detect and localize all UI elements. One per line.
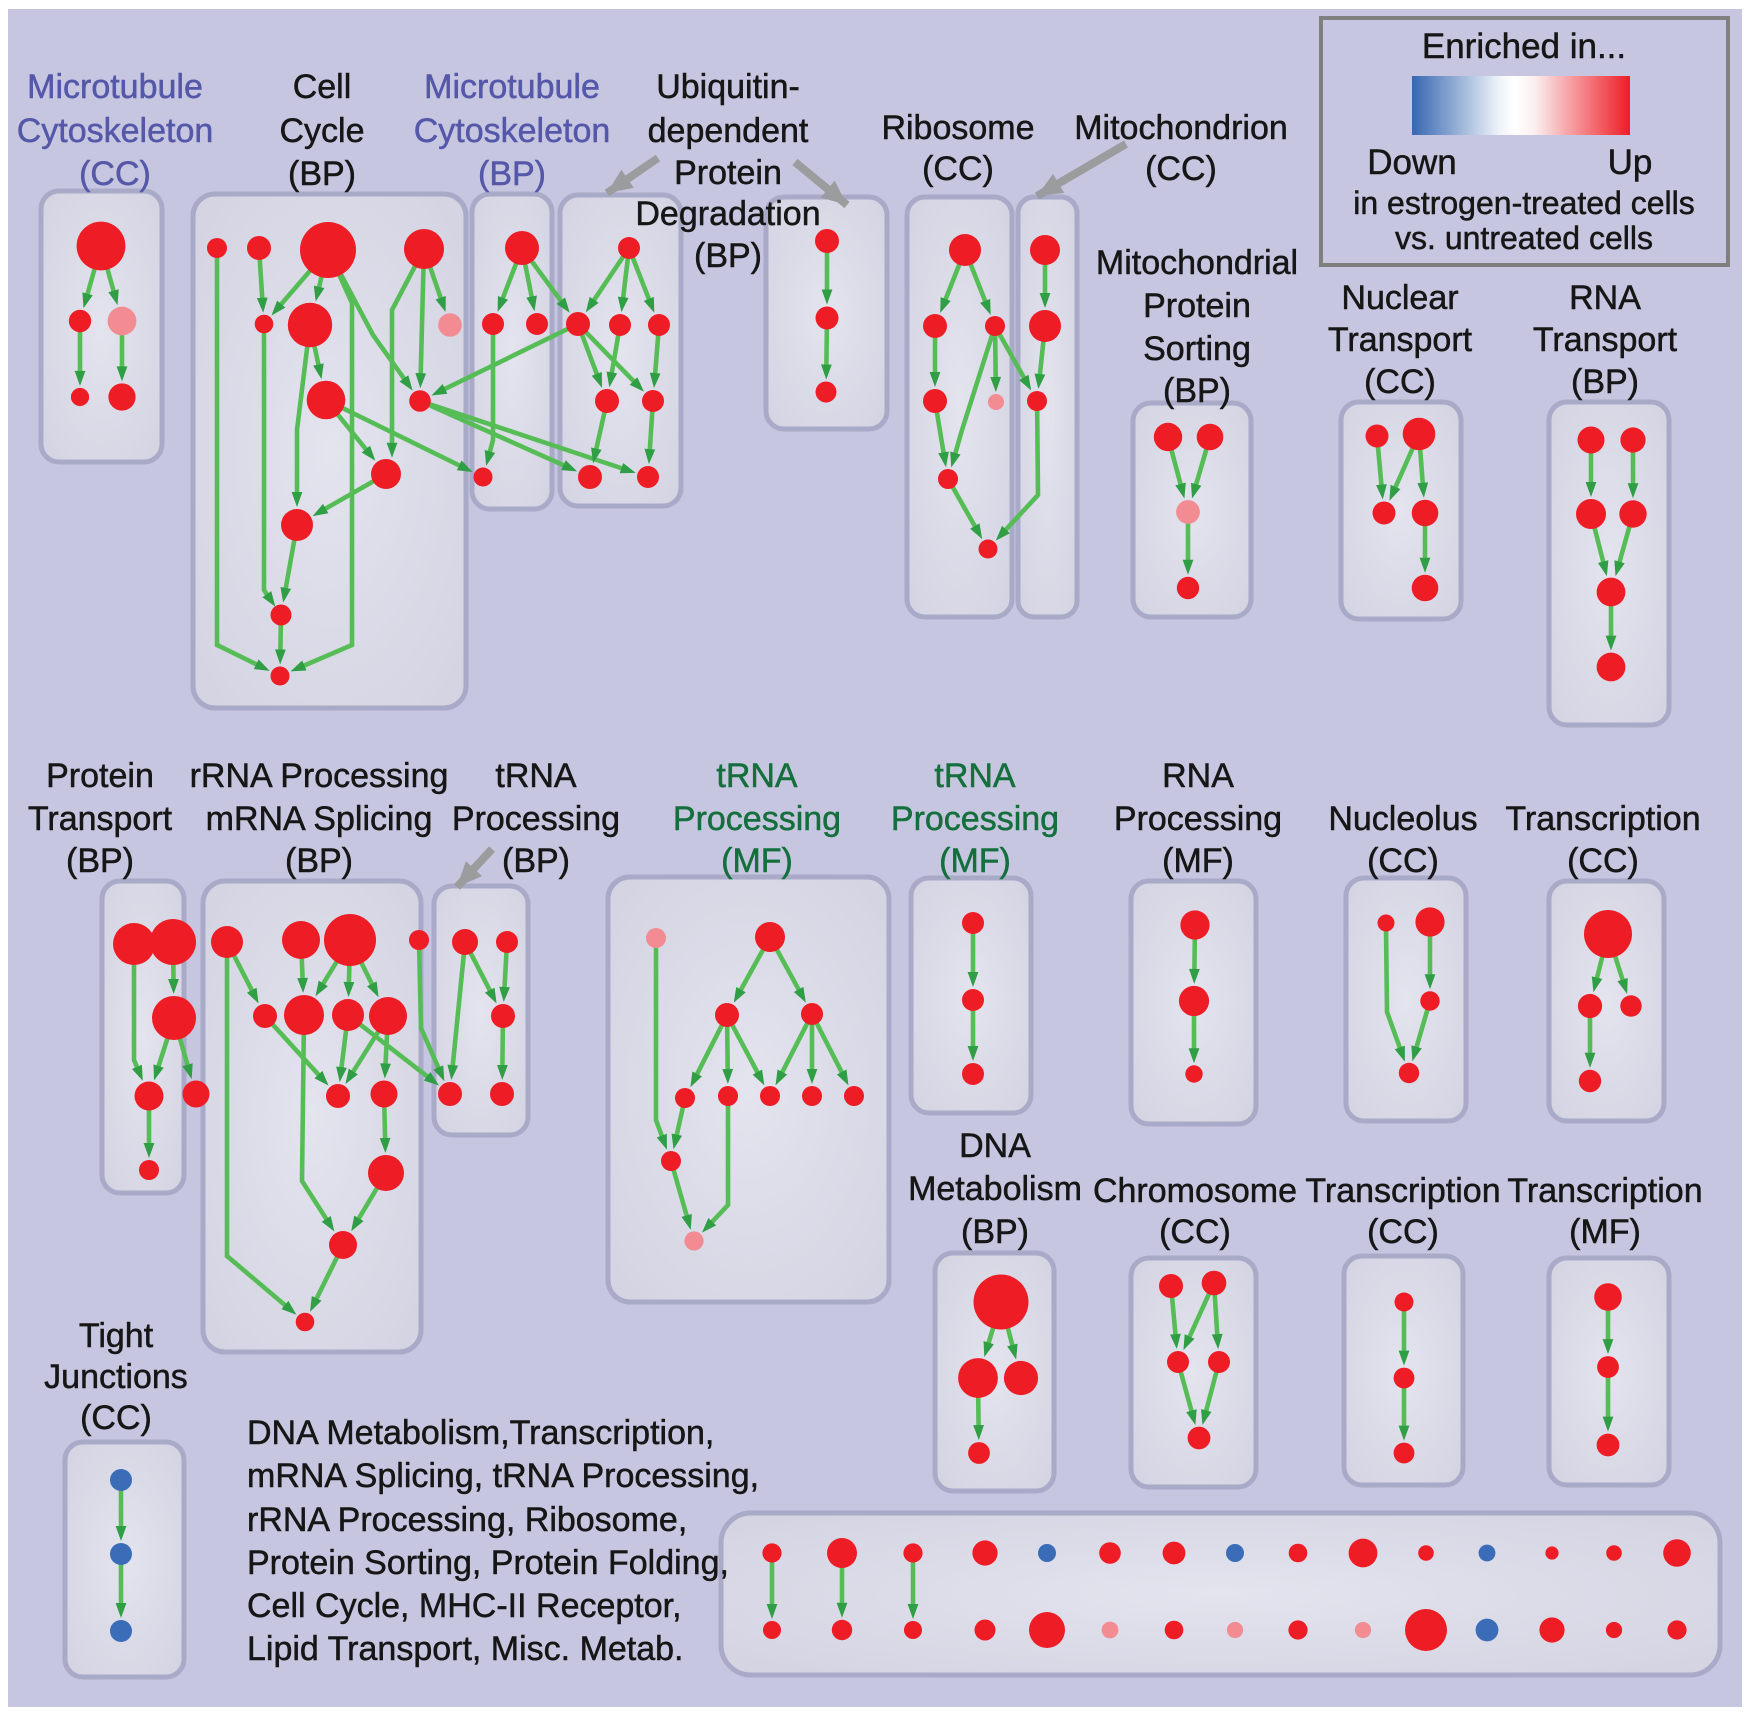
- svg-text:rRNA Processing: rRNA Processing: [190, 757, 449, 795]
- svg-text:dependent: dependent: [648, 112, 809, 150]
- svg-text:Transcription: Transcription: [1505, 800, 1700, 838]
- svg-text:in estrogen-treated cells: in estrogen-treated cells: [1353, 185, 1695, 221]
- svg-text:(MF): (MF): [939, 842, 1011, 880]
- svg-text:Up: Up: [1608, 143, 1653, 182]
- svg-text:Transcription: Transcription: [1305, 1172, 1500, 1210]
- svg-text:Protein: Protein: [46, 757, 154, 795]
- svg-text:(CC): (CC): [1159, 1213, 1231, 1251]
- svg-text:(CC): (CC): [1364, 363, 1436, 401]
- svg-text:DNA Metabolism,Transcription,: DNA Metabolism,Transcription,: [247, 1414, 714, 1452]
- svg-text:Transcription: Transcription: [1507, 1172, 1702, 1210]
- svg-text:(BP): (BP): [1163, 372, 1231, 410]
- svg-text:Cell: Cell: [293, 68, 352, 106]
- svg-text:Microtubule: Microtubule: [424, 68, 600, 106]
- svg-text:(CC): (CC): [922, 150, 994, 188]
- svg-text:Sorting: Sorting: [1143, 330, 1251, 368]
- svg-text:Tight: Tight: [79, 1317, 154, 1355]
- svg-text:Junctions: Junctions: [44, 1358, 188, 1396]
- svg-text:(BP): (BP): [502, 842, 570, 880]
- svg-text:Microtubule: Microtubule: [27, 68, 203, 106]
- svg-text:Mitochondrial: Mitochondrial: [1096, 244, 1298, 282]
- svg-text:Processing: Processing: [673, 800, 841, 838]
- svg-text:tRNA: tRNA: [934, 757, 1016, 795]
- svg-text:(CC): (CC): [1367, 842, 1439, 880]
- svg-text:(BP): (BP): [66, 842, 134, 880]
- svg-text:(BP): (BP): [478, 155, 546, 193]
- svg-text:(BP): (BP): [285, 842, 353, 880]
- svg-text:Protein: Protein: [1143, 287, 1251, 325]
- svg-text:mRNA Splicing: mRNA Splicing: [206, 800, 433, 838]
- svg-text:Transport: Transport: [1533, 321, 1678, 359]
- svg-text:(MF): (MF): [721, 842, 793, 880]
- svg-text:(CC): (CC): [80, 1399, 152, 1437]
- svg-text:rRNA Processing, Ribosome,: rRNA Processing, Ribosome,: [247, 1501, 687, 1539]
- svg-text:Processing: Processing: [452, 800, 620, 838]
- svg-text:Nucleolus: Nucleolus: [1328, 800, 1477, 838]
- svg-text:Degradation: Degradation: [635, 195, 820, 233]
- svg-text:RNA: RNA: [1162, 757, 1234, 795]
- svg-text:(BP): (BP): [288, 155, 356, 193]
- svg-text:RNA: RNA: [1569, 279, 1641, 317]
- svg-text:tRNA: tRNA: [495, 757, 577, 795]
- svg-text:Enriched in...: Enriched in...: [1422, 27, 1626, 66]
- svg-text:Ubiquitin-: Ubiquitin-: [656, 68, 800, 106]
- svg-text:(CC): (CC): [1567, 842, 1639, 880]
- svg-text:(CC): (CC): [79, 155, 151, 193]
- svg-text:mRNA Splicing, tRNA Processing: mRNA Splicing, tRNA Processing,: [247, 1457, 759, 1495]
- svg-text:Protein Sorting, Protein Foldi: Protein Sorting, Protein Folding,: [247, 1544, 729, 1582]
- svg-text:(BP): (BP): [961, 1213, 1029, 1251]
- svg-text:Cytoskeleton: Cytoskeleton: [17, 112, 214, 150]
- svg-text:Down: Down: [1367, 143, 1456, 182]
- svg-text:(CC): (CC): [1367, 1213, 1439, 1251]
- svg-text:Mitochondrion: Mitochondrion: [1074, 109, 1288, 147]
- svg-text:Transport: Transport: [28, 800, 173, 838]
- svg-text:tRNA: tRNA: [716, 757, 798, 795]
- svg-text:Transport: Transport: [1328, 321, 1473, 359]
- svg-text:Cycle: Cycle: [279, 112, 364, 150]
- svg-text:Processing: Processing: [1114, 800, 1282, 838]
- svg-text:(MF): (MF): [1569, 1213, 1641, 1251]
- svg-text:Cell Cycle, MHC-II Receptor,: Cell Cycle, MHC-II Receptor,: [247, 1587, 682, 1625]
- svg-text:(MF): (MF): [1162, 842, 1234, 880]
- svg-text:(BP): (BP): [1571, 363, 1639, 401]
- svg-text:DNA: DNA: [959, 1127, 1031, 1165]
- svg-text:vs. untreated cells: vs. untreated cells: [1395, 220, 1653, 256]
- svg-text:Chromosome: Chromosome: [1093, 1172, 1297, 1210]
- svg-text:Processing: Processing: [891, 800, 1059, 838]
- svg-text:Ribosome: Ribosome: [881, 109, 1034, 147]
- svg-text:Protein: Protein: [674, 154, 782, 192]
- svg-text:(CC): (CC): [1145, 150, 1217, 188]
- svg-text:Lipid Transport, Misc. Metab.: Lipid Transport, Misc. Metab.: [247, 1630, 684, 1668]
- svg-text:Cytoskeleton: Cytoskeleton: [414, 112, 611, 150]
- svg-text:Nuclear: Nuclear: [1341, 279, 1458, 317]
- svg-text:Metabolism: Metabolism: [908, 1170, 1082, 1208]
- svg-text:(BP): (BP): [694, 237, 762, 275]
